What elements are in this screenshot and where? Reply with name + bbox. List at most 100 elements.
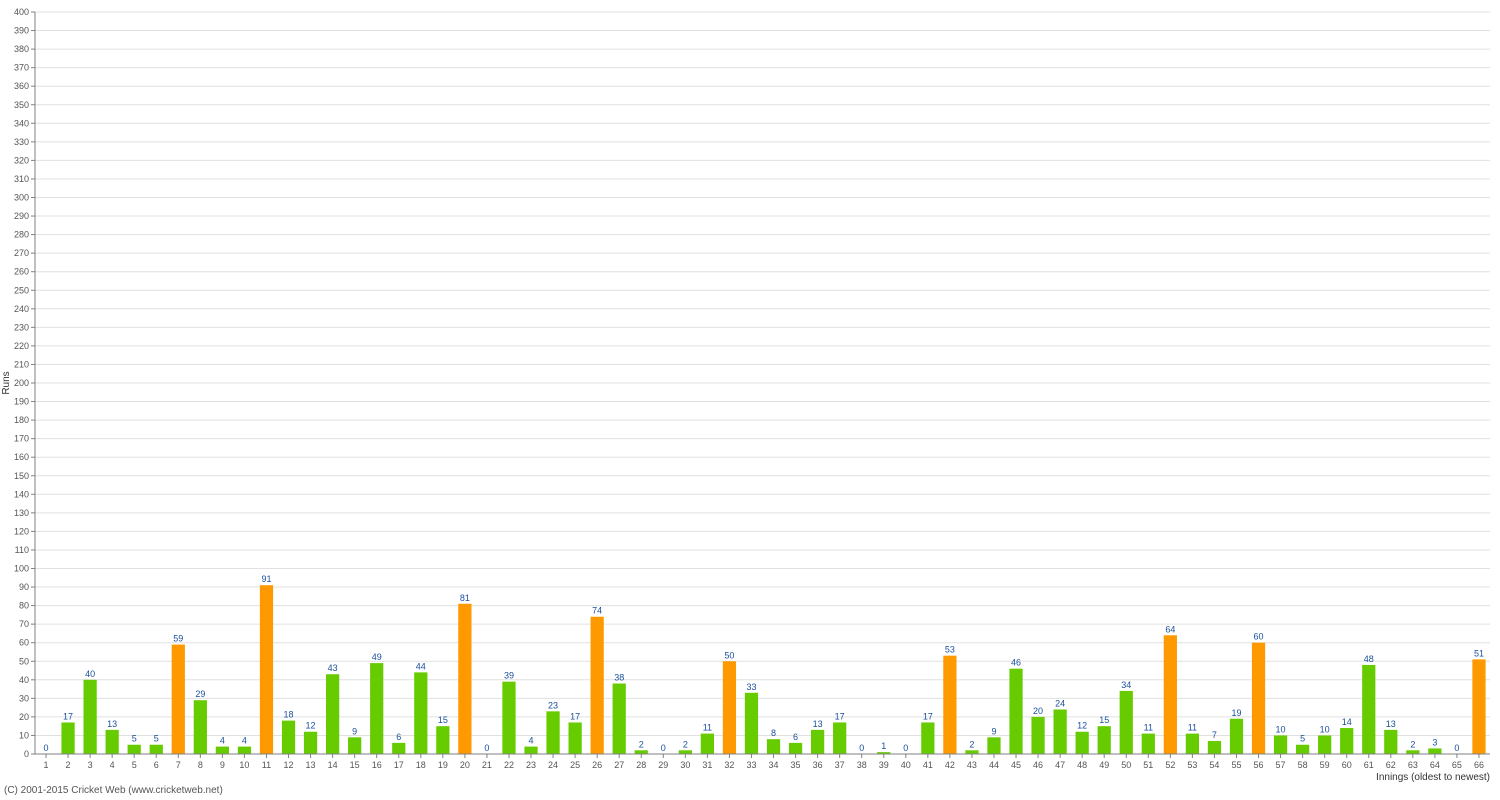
x-tick-label: 45 — [1011, 760, 1021, 770]
x-tick-label: 17 — [394, 760, 404, 770]
bar — [1384, 730, 1397, 754]
bar — [1120, 691, 1133, 754]
bar — [635, 750, 648, 754]
x-tick-label: 15 — [350, 760, 360, 770]
bar-value-label: 13 — [1386, 719, 1396, 729]
bar-value-label: 12 — [1077, 721, 1087, 731]
runs-bar-chart: 0174013555929449118124394964415810394231… — [0, 0, 1500, 800]
y-tick-label: 180 — [14, 415, 29, 425]
x-tick-label: 56 — [1254, 760, 1264, 770]
bar-value-label: 3 — [1432, 737, 1437, 747]
x-tick-label: 16 — [372, 760, 382, 770]
bar-value-label: 49 — [372, 652, 382, 662]
x-tick-label: 9 — [220, 760, 225, 770]
bar — [833, 722, 846, 754]
bar — [701, 734, 714, 754]
y-tick-label: 20 — [19, 712, 29, 722]
bar — [1274, 735, 1287, 754]
x-tick-label: 35 — [791, 760, 801, 770]
bar — [569, 722, 582, 754]
bar-value-label: 19 — [1231, 708, 1241, 718]
bar — [1318, 735, 1331, 754]
bar — [745, 693, 758, 754]
x-tick-label: 29 — [658, 760, 668, 770]
x-tick-label: 19 — [438, 760, 448, 770]
y-tick-label: 120 — [14, 526, 29, 536]
bar-value-label: 24 — [1055, 698, 1065, 708]
bar — [789, 743, 802, 754]
bar — [1428, 748, 1441, 754]
x-tick-label: 66 — [1474, 760, 1484, 770]
bar-value-label: 33 — [746, 682, 756, 692]
bar-value-label: 20 — [1033, 706, 1043, 716]
bar — [1031, 717, 1044, 754]
bar — [150, 745, 163, 754]
bar — [524, 747, 537, 754]
bar-value-label: 39 — [504, 671, 514, 681]
x-tick-label: 13 — [306, 760, 316, 770]
bar-value-label: 10 — [1276, 724, 1286, 734]
bar — [1098, 726, 1111, 754]
bar-value-label: 74 — [592, 606, 602, 616]
bar — [1296, 745, 1309, 754]
y-tick-label: 370 — [14, 63, 29, 73]
x-tick-label: 23 — [526, 760, 536, 770]
bar-value-label: 46 — [1011, 658, 1021, 668]
bar — [1340, 728, 1353, 754]
bar — [238, 747, 251, 754]
bar-value-label: 13 — [813, 719, 823, 729]
y-tick-label: 240 — [14, 304, 29, 314]
bar-value-label: 2 — [969, 739, 974, 749]
bar-value-label: 14 — [1342, 717, 1352, 727]
y-tick-label: 300 — [14, 193, 29, 203]
x-tick-label: 24 — [548, 760, 558, 770]
x-tick-label: 30 — [680, 760, 690, 770]
bar — [260, 585, 273, 754]
y-axis: 0102030405060708090100110120130140150160… — [14, 7, 35, 759]
bar-value-label: 15 — [1099, 715, 1109, 725]
bar-value-label: 0 — [1454, 743, 1459, 753]
y-tick-label: 80 — [19, 601, 29, 611]
bar — [414, 672, 427, 754]
x-tick-label: 63 — [1408, 760, 1418, 770]
x-tick-label: 32 — [724, 760, 734, 770]
y-tick-label: 210 — [14, 359, 29, 369]
y-tick-label: 340 — [14, 118, 29, 128]
bar — [987, 737, 1000, 754]
bar-value-label: 6 — [396, 732, 401, 742]
bar-value-label: 51 — [1474, 648, 1484, 658]
y-tick-label: 290 — [14, 211, 29, 221]
x-tick-label: 65 — [1452, 760, 1462, 770]
y-tick-label: 140 — [14, 489, 29, 499]
y-tick-label: 220 — [14, 341, 29, 351]
x-tick-label: 18 — [416, 760, 426, 770]
bar-value-label: 17 — [63, 711, 73, 721]
bar — [591, 617, 604, 754]
x-tick-label: 22 — [504, 760, 514, 770]
y-tick-label: 310 — [14, 174, 29, 184]
bar — [723, 661, 736, 754]
bar — [172, 645, 185, 754]
y-tick-label: 230 — [14, 322, 29, 332]
bar-value-label: 59 — [173, 634, 183, 644]
x-tick-label: 53 — [1187, 760, 1197, 770]
y-tick-label: 150 — [14, 471, 29, 481]
y-tick-label: 30 — [19, 693, 29, 703]
y-tick-label: 270 — [14, 248, 29, 258]
bar-value-label: 0 — [859, 743, 864, 753]
bar — [1230, 719, 1243, 754]
x-tick-label: 60 — [1342, 760, 1352, 770]
y-tick-label: 70 — [19, 619, 29, 629]
x-tick-label: 64 — [1430, 760, 1440, 770]
bar-value-label: 1 — [881, 741, 886, 751]
bar-value-label: 9 — [352, 726, 357, 736]
bar — [1252, 643, 1265, 754]
bar — [106, 730, 119, 754]
bar — [436, 726, 449, 754]
x-tick-label: 62 — [1386, 760, 1396, 770]
x-tick-label: 57 — [1276, 760, 1286, 770]
x-tick-label: 38 — [857, 760, 867, 770]
x-tick-label: 34 — [769, 760, 779, 770]
x-tick-label: 51 — [1143, 760, 1153, 770]
bar-value-label: 13 — [107, 719, 117, 729]
